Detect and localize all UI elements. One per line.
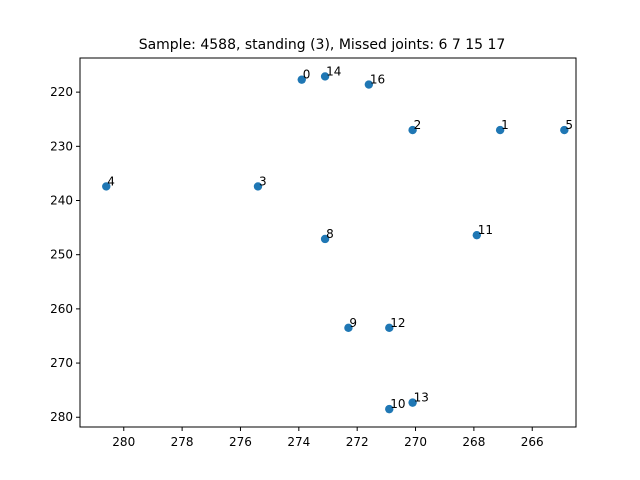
y-tick-label: 270 — [50, 356, 73, 370]
x-tick-label: 276 — [229, 435, 252, 449]
data-point-2 — [408, 125, 417, 135]
point-label-5: 5 — [565, 118, 573, 132]
x-tick-label: 278 — [171, 435, 194, 449]
y-tick-label: 220 — [50, 85, 73, 99]
point-label-10: 10 — [390, 397, 405, 411]
x-tick-label: 272 — [346, 435, 369, 449]
point-label-8: 8 — [326, 227, 334, 241]
x-tick-label: 280 — [112, 435, 135, 449]
data-point-3 — [253, 182, 263, 191]
x-tick-label: 274 — [287, 435, 310, 449]
axis-ticks: 280 278 276 274 272 270 268 266 220 230 240 250 260 2… — [50, 85, 544, 449]
data-point-12 — [385, 323, 394, 333]
data-point-13 — [408, 398, 417, 407]
y-tick-label: 260 — [50, 302, 73, 316]
data-point-16 — [364, 80, 374, 89]
point-label-9: 9 — [349, 316, 357, 330]
data-point-4 — [102, 182, 111, 191]
point-label-0: 0 — [303, 68, 311, 82]
y-tick-label: 280 — [50, 410, 73, 424]
point-label-1: 1 — [501, 118, 509, 132]
data-point-9 — [344, 323, 353, 333]
x-tick-label: 270 — [404, 435, 427, 449]
point-label-14: 14 — [326, 64, 341, 78]
point-label-2: 2 — [414, 118, 422, 132]
data-point-5 — [560, 125, 569, 135]
x-tick-label: 266 — [521, 435, 544, 449]
x-tick-label: 268 — [462, 435, 485, 449]
data-point-8 — [320, 234, 330, 244]
plot-area-frame — [79, 57, 577, 428]
data-points — [102, 72, 569, 414]
data-point-11 — [472, 230, 481, 240]
y-tick-label: 250 — [50, 248, 73, 262]
chart-title: Sample: 4588, standing (3), Missed joint… — [139, 37, 506, 53]
point-label-13: 13 — [414, 391, 429, 405]
point-label-11: 11 — [478, 223, 493, 237]
point-label-12: 12 — [390, 316, 405, 330]
data-point-1 — [495, 125, 505, 135]
point-label-4: 4 — [107, 174, 115, 188]
point-label-16: 16 — [370, 73, 385, 87]
data-point-10 — [385, 404, 394, 414]
data-point-0 — [297, 75, 306, 84]
data-point-14 — [320, 72, 330, 81]
y-tick-label: 230 — [50, 139, 73, 153]
y-tick-label: 240 — [50, 194, 73, 208]
point-label-3: 3 — [259, 174, 267, 188]
